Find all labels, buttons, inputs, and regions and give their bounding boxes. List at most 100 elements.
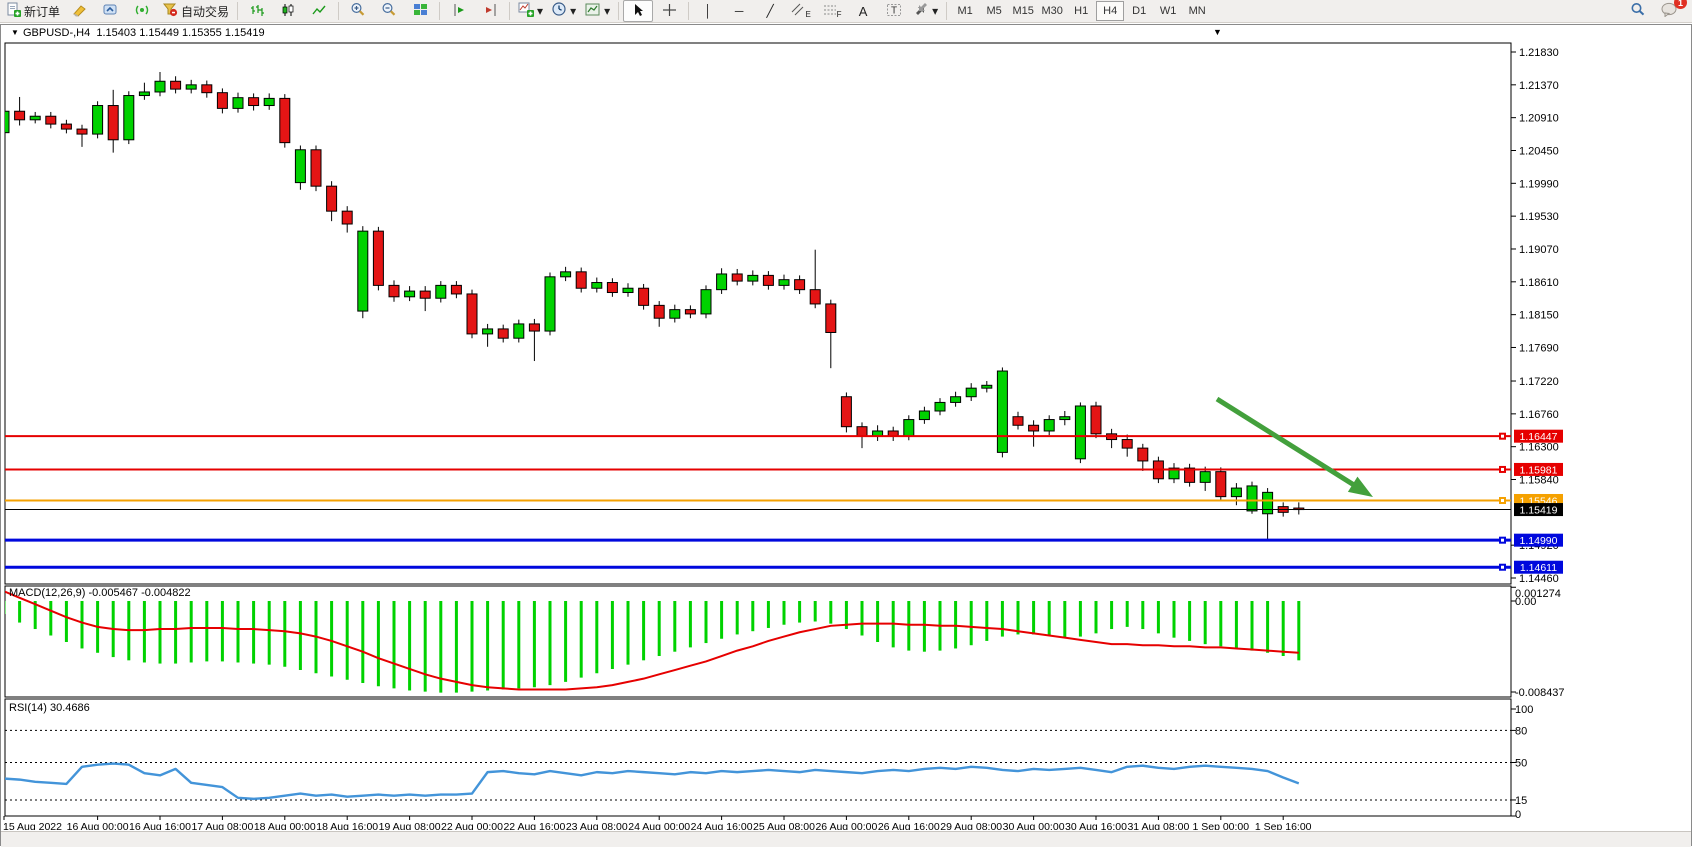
- dropdown-icon: ▾: [932, 4, 939, 18]
- macd-tick-label: -0.008437: [1515, 687, 1565, 699]
- candle-bull: [29, 115, 41, 121]
- rsi-axis[interactable]: 100 80 50 15 0: [1511, 704, 1533, 821]
- candle-bull: [482, 328, 494, 335]
- candle-bull: [123, 95, 135, 141]
- dropdown-icon: ▾: [604, 4, 611, 18]
- candle-bull: [778, 279, 790, 286]
- trendline-button[interactable]: ╱: [755, 0, 785, 22]
- text-label-button[interactable]: T: [879, 0, 909, 22]
- rsi-tick-label: 80: [1515, 725, 1527, 737]
- crayon-button[interactable]: [65, 0, 95, 22]
- search-button[interactable]: [1623, 0, 1653, 22]
- status-strip: [1, 831, 1691, 847]
- timeframe-h1[interactable]: H1: [1074, 5, 1089, 17]
- price-level-line[interactable]: 1.16447: [5, 429, 1563, 444]
- svg-text:1.16447: 1.16447: [1520, 431, 1558, 443]
- candle-bull: [918, 410, 930, 421]
- chart-title-bar[interactable]: ▼ GBPUSD-,H4 1.15403 1.15449 1.15355 1.1…: [1, 25, 1691, 42]
- candle-bear: [762, 274, 774, 286]
- crosshair-button[interactable]: [654, 0, 684, 22]
- price-tick-label: 1.17220: [1519, 376, 1559, 388]
- candle-bull: [965, 387, 977, 398]
- date-label: 30 Aug 16:00: [1065, 821, 1127, 830]
- timeframe-w1[interactable]: W1: [1159, 5, 1177, 17]
- zoom-in-button[interactable]: [343, 0, 373, 22]
- candle-bull: [1168, 467, 1180, 480]
- candle-bull: [435, 284, 447, 299]
- arrows-tool-button[interactable]: ▾: [910, 0, 942, 22]
- candle-bear: [575, 271, 587, 289]
- candle-bull: [981, 384, 993, 389]
- periods-button[interactable]: ▾: [548, 0, 580, 22]
- new-order-button[interactable]: 新订单: [2, 0, 64, 22]
- zoom-out-button[interactable]: [374, 0, 404, 22]
- rsi-tick-label: 50: [1515, 758, 1527, 770]
- chart-shift-icon: [452, 3, 467, 20]
- candle-bull: [1246, 485, 1258, 512]
- candle-bull: [5, 110, 10, 134]
- scroll-to-end-marker[interactable]: ▼: [1213, 27, 1222, 37]
- timeframe-m1[interactable]: M1: [957, 5, 973, 17]
- timeframe-m15[interactable]: M15: [1012, 5, 1034, 17]
- trend-arrow[interactable]: [1215, 396, 1373, 497]
- tile-windows-button[interactable]: [405, 0, 435, 22]
- auto-trading-button[interactable]: 自动交易: [158, 0, 233, 22]
- timeframe-mn[interactable]: MN: [1188, 5, 1206, 17]
- templates-button[interactable]: ▾: [581, 0, 614, 22]
- candle-bear: [450, 284, 462, 295]
- candle-bull: [263, 97, 275, 107]
- svg-text:1.14990: 1.14990: [1520, 535, 1558, 547]
- horizontal-line-icon: ─: [734, 4, 744, 18]
- collapse-icon[interactable]: ▼: [11, 28, 19, 37]
- text-label-icon: T: [886, 3, 902, 20]
- candle-bull: [716, 273, 728, 291]
- line-chart-button[interactable]: [304, 0, 334, 22]
- rsi-panel[interactable]: [4, 729, 1511, 801]
- signal-button[interactable]: [127, 0, 157, 22]
- price-axis[interactable]: 1.21830 1.21370 1.20910 1.20450 1.19990 1.195…: [1511, 47, 1559, 585]
- chart-shift-button[interactable]: [444, 0, 474, 22]
- vertical-line-button[interactable]: │: [693, 0, 723, 22]
- text-tool-button[interactable]: A: [848, 0, 878, 22]
- candlestick-button[interactable]: [273, 0, 303, 22]
- candle-bear: [497, 328, 509, 339]
- price-tick-label: 1.20450: [1519, 145, 1559, 157]
- date-axis[interactable]: 15 Aug 2022 16 Aug 00:00 16 Aug 16:00 17 Au…: [3, 816, 1312, 830]
- bar-chart-button[interactable]: [242, 0, 272, 22]
- notifications-button[interactable]: 1: [1654, 0, 1687, 22]
- new-order-icon: [6, 2, 21, 20]
- timeframe-d1[interactable]: D1: [1132, 5, 1147, 17]
- price-level-line[interactable]: 1.15981: [5, 462, 1563, 477]
- price-level-line[interactable]: 1.14611: [5, 560, 1563, 575]
- crayon-icon: [72, 3, 88, 20]
- toolbar-separator: [439, 2, 441, 20]
- clock-icon: [552, 2, 567, 20]
- publish-button[interactable]: [96, 0, 126, 22]
- indicators-icon: [518, 2, 535, 20]
- price-level-line[interactable]: 1.14990: [5, 533, 1563, 548]
- macd-panel[interactable]: [4, 590, 1301, 693]
- timeframe-h4[interactable]: H4: [1096, 1, 1125, 21]
- candle-bull: [903, 419, 915, 437]
- candles-layer[interactable]: [1, 71, 1305, 540]
- zoom-in-icon: [350, 2, 366, 20]
- candle-bear: [60, 123, 72, 130]
- main-toolbar: 新订单 自动交易 ▾ ▾: [0, 0, 1692, 23]
- timeframe-m30[interactable]: M30: [1041, 5, 1063, 17]
- candle-bear: [310, 149, 322, 187]
- candle-bear: [341, 210, 353, 225]
- channel-button[interactable]: E: [786, 0, 816, 22]
- horizontal-line-button[interactable]: ─: [724, 0, 754, 22]
- date-label: 22 Aug 00:00: [441, 821, 503, 830]
- indicators-button[interactable]: ▾: [514, 0, 547, 22]
- chart-canvas[interactable]: 1.21830 1.21370 1.20910 1.20450 1.19990 1.195…: [1, 25, 1692, 830]
- toolbar-separator: [688, 2, 690, 20]
- cursor-button[interactable]: [623, 0, 654, 22]
- fibonacci-button[interactable]: F: [817, 0, 847, 22]
- date-label: 22 Aug 16:00: [503, 821, 565, 830]
- timeframe-m5[interactable]: M5: [986, 5, 1002, 17]
- auto-scroll-button[interactable]: [475, 0, 505, 22]
- candle-bull: [513, 323, 525, 339]
- date-label: 24 Aug 00:00: [628, 821, 690, 830]
